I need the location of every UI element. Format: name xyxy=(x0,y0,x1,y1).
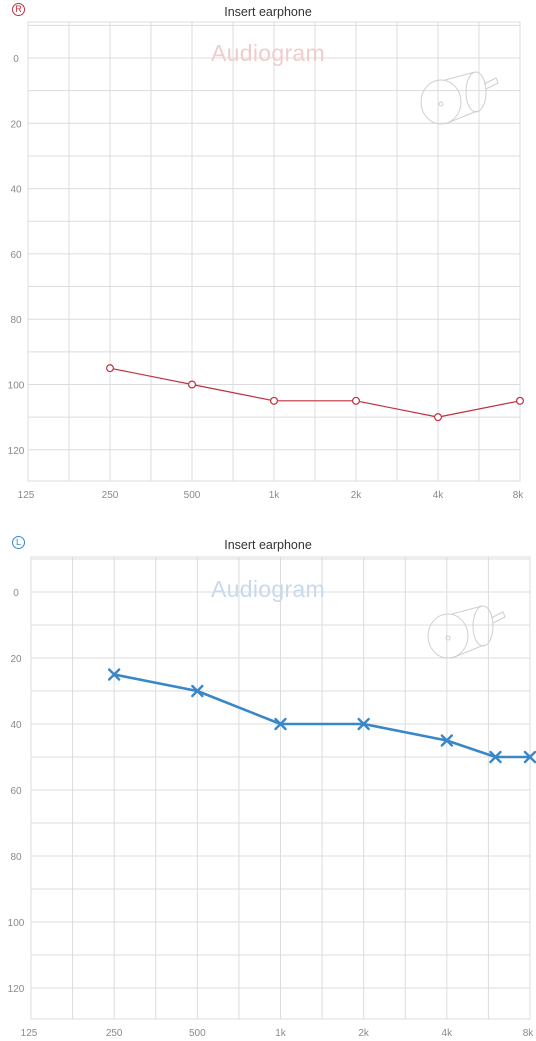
insert-earphone-icon xyxy=(420,71,499,125)
x-tick-label: 1k xyxy=(269,490,281,501)
x-tick-label: 8k xyxy=(513,490,525,501)
y-tick-label: 80 xyxy=(10,852,22,863)
y-tick-label: 100 xyxy=(8,381,25,392)
x-tick-label: 500 xyxy=(184,490,201,501)
x-tick-label: 2k xyxy=(358,1028,370,1039)
data-point-cross xyxy=(274,717,287,731)
data-point-cross xyxy=(107,668,121,681)
data-point-cross xyxy=(357,717,370,731)
y-tick-label: 20 xyxy=(10,654,22,665)
data-point-circle xyxy=(105,364,114,373)
y-tick-label: 100 xyxy=(8,918,25,929)
x-tick-label: 250 xyxy=(106,1028,123,1039)
data-point-circle xyxy=(188,380,197,389)
y-tick-label: 0 xyxy=(13,588,19,599)
x-tick-label: 4k xyxy=(433,490,445,501)
y-tick-label: 60 xyxy=(10,786,22,797)
y-tick-label: 40 xyxy=(10,720,22,731)
x-tick-label: 125 xyxy=(21,1028,38,1039)
y-tick-label: 20 xyxy=(10,119,22,130)
x-tick-label: 250 xyxy=(102,490,119,501)
left-ear-badge: L xyxy=(12,536,25,549)
data-point-circle xyxy=(515,396,524,405)
y-tick-label: 0 xyxy=(13,54,19,65)
right-ear-badge: R xyxy=(12,3,25,16)
chart-title: Insert earphone xyxy=(224,538,312,552)
data-point-circle xyxy=(352,396,361,405)
y-tick-label: 80 xyxy=(10,315,22,326)
data-point-cross xyxy=(523,750,536,764)
audiogram-watermark: Audiogram xyxy=(211,576,325,602)
x-tick-label: 4k xyxy=(442,1028,454,1039)
x-tick-label: 2k xyxy=(351,490,363,501)
data-point-cross xyxy=(440,734,454,747)
y-tick-label: 120 xyxy=(8,984,25,995)
data-point-circle xyxy=(270,396,279,405)
insert-earphone-icon xyxy=(427,605,506,659)
x-tick-label: 1k xyxy=(275,1028,287,1039)
audiogram-watermark: Audiogram xyxy=(211,40,325,66)
y-tick-label: 120 xyxy=(8,446,25,457)
x-tick-label: 8k xyxy=(523,1028,535,1039)
data-point-cross xyxy=(191,684,204,698)
audiogram-left-chart: 0 20 40 60 80 100 120 125 250 500 1k 2k 4k 8k xyxy=(8,556,536,1039)
audiogram-right-chart: 0 20 40 60 80 100 120 125 250 500 1k 2k 4k 8k xyxy=(8,21,525,501)
audiogram-left-panel: 0 20 40 60 80 100 120 125 250 500 1k 2k 4k 8k L Inser… xyxy=(0,533,536,1041)
y-tick-label: 40 xyxy=(10,185,22,196)
x-tick-label: 500 xyxy=(189,1028,206,1039)
x-tick-label: 125 xyxy=(18,490,35,501)
data-point-circle xyxy=(434,413,443,422)
data-point-cross xyxy=(489,750,502,764)
audiogram-right-panel: 0 20 40 60 80 100 120 125 250 500 1k 2k 4k 8k R Inser… xyxy=(0,0,536,505)
chart-title: Insert earphone xyxy=(224,5,312,19)
y-tick-label: 60 xyxy=(10,250,22,261)
series-line xyxy=(109,367,521,418)
